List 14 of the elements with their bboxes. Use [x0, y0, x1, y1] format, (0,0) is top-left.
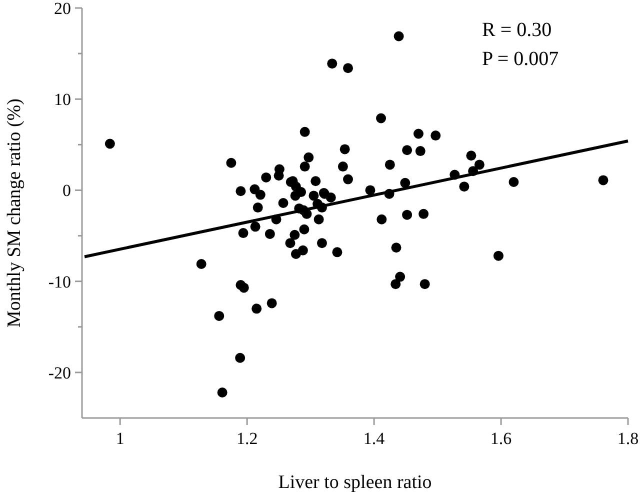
y-tick-label: 0	[62, 181, 71, 200]
x-tick-label: 1.8	[617, 429, 639, 448]
y-tick-label: 20	[54, 0, 71, 18]
y-tick-label: 10	[54, 90, 71, 110]
annotation: P = 0.007	[482, 48, 559, 70]
annotation: R = 0.30	[482, 19, 552, 41]
x-tick-label: 1.2	[236, 429, 258, 448]
x-tick-label: 1	[116, 429, 124, 448]
x-tick-label: 1.6	[490, 429, 512, 448]
x-tick-label: 1.4	[363, 429, 386, 448]
y-axis-title: Monthly SM change ratio (%)	[4, 98, 25, 328]
x-axis-title: Liver to spleen ratio	[278, 472, 432, 493]
y-tick-label: -10	[48, 272, 71, 292]
y-tick-label: -20	[48, 363, 71, 382]
